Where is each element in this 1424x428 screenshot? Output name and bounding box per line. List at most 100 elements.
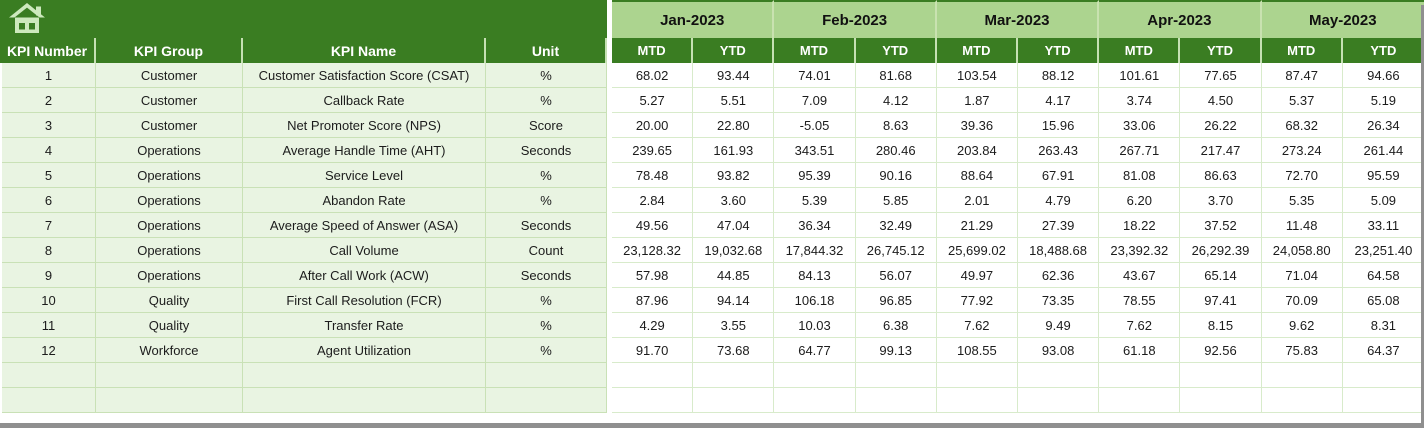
cell-may-ytd[interactable]: 5.19	[1342, 88, 1424, 113]
cell-jan-ytd[interactable]: 22.80	[693, 113, 775, 138]
cell-feb-mtd[interactable]: 5.39	[774, 188, 856, 213]
cell-kpi-name[interactable]: Average Handle Time (AHT)	[243, 138, 486, 163]
period-header-ytd[interactable]: YTD	[1180, 38, 1262, 63]
period-header-mtd[interactable]: MTD	[936, 38, 1018, 63]
cell-kpi-group[interactable]: Operations	[96, 238, 243, 263]
cell-jan-mtd[interactable]: 78.48	[612, 163, 694, 188]
cell-feb-ytd[interactable]: 99.13	[855, 338, 937, 363]
cell-feb-mtd[interactable]: 10.03	[774, 313, 856, 338]
cell-feb-ytd[interactable]: 26,745.12	[855, 238, 937, 263]
cell-may-mtd[interactable]: 24,058.80	[1261, 238, 1343, 263]
cell-kpi-group[interactable]: Operations	[96, 188, 243, 213]
cell-mar-mtd[interactable]: 77.92	[936, 288, 1018, 313]
cell-unit[interactable]: %	[486, 288, 607, 313]
cell-unit[interactable]: Seconds	[486, 263, 607, 288]
cell-kpi-number[interactable]: 4	[2, 138, 96, 163]
cell-may-ytd[interactable]: 26.34	[1342, 113, 1424, 138]
cell-kpi-name[interactable]	[243, 388, 486, 413]
cell-feb-mtd[interactable]: 74.01	[774, 63, 856, 88]
cell-may-ytd[interactable]: 33.11	[1342, 213, 1424, 238]
cell-mar-mtd[interactable]: 88.64	[936, 163, 1018, 188]
cell-unit[interactable]: Count	[486, 238, 607, 263]
cell-jan-mtd[interactable]: 4.29	[612, 313, 694, 338]
cell-mar-ytd[interactable]	[1017, 363, 1100, 388]
cell-apr-ytd[interactable]: 3.70	[1180, 188, 1262, 213]
cell-mar-mtd[interactable]: 21.29	[936, 213, 1018, 238]
cell-feb-ytd[interactable]: 280.46	[855, 138, 937, 163]
cell-unit[interactable]: %	[486, 163, 607, 188]
cell-may-mtd[interactable]: 72.70	[1261, 163, 1343, 188]
cell-feb-ytd[interactable]: 5.85	[855, 188, 937, 213]
cell-jan-ytd[interactable]: 3.60	[693, 188, 775, 213]
cell-apr-ytd[interactable]: 86.63	[1180, 163, 1262, 188]
cell-mar-mtd[interactable]	[936, 363, 1018, 388]
cell-feb-mtd[interactable]	[774, 388, 856, 413]
cell-kpi-group[interactable]: Operations	[96, 213, 243, 238]
cell-kpi-number[interactable]: 10	[2, 288, 96, 313]
cell-mar-ytd[interactable]: 62.36	[1017, 263, 1100, 288]
column-header-unit[interactable]: Unit	[486, 38, 607, 63]
cell-mar-mtd[interactable]: 7.62	[936, 313, 1018, 338]
cell-apr-ytd[interactable]: 26.22	[1180, 113, 1262, 138]
cell-kpi-group[interactable]: Quality	[96, 313, 243, 338]
cell-feb-mtd[interactable]: 7.09	[774, 88, 856, 113]
cell-may-ytd[interactable]: 64.37	[1342, 338, 1424, 363]
cell-unit[interactable]: Seconds	[486, 213, 607, 238]
cell-jan-ytd[interactable]: 93.82	[693, 163, 775, 188]
cell-kpi-name[interactable]: Net Promoter Score (NPS)	[243, 113, 486, 138]
period-header-ytd[interactable]: YTD	[855, 38, 937, 63]
cell-feb-mtd[interactable]: 84.13	[774, 263, 856, 288]
cell-kpi-number[interactable]: 1	[2, 63, 96, 88]
home-icon[interactable]	[9, 3, 45, 35]
cell-kpi-name[interactable]	[243, 363, 486, 388]
cell-feb-mtd[interactable]: 343.51	[774, 138, 856, 163]
cell-kpi-group[interactable]: Customer	[96, 63, 243, 88]
cell-jan-ytd[interactable]: 47.04	[693, 213, 775, 238]
cell-unit[interactable]	[486, 363, 607, 388]
cell-kpi-number[interactable]: 11	[2, 313, 96, 338]
cell-mar-mtd[interactable]: 39.36	[936, 113, 1018, 138]
cell-apr-ytd[interactable]: 8.15	[1180, 313, 1262, 338]
cell-apr-ytd[interactable]: 26,292.39	[1180, 238, 1262, 263]
cell-kpi-number[interactable]: 9	[2, 263, 96, 288]
cell-feb-ytd[interactable]: 81.68	[855, 63, 937, 88]
cell-feb-mtd[interactable]: 95.39	[774, 163, 856, 188]
cell-may-ytd[interactable]: 261.44	[1342, 138, 1424, 163]
period-header-mtd[interactable]: MTD	[612, 38, 694, 63]
cell-jan-mtd[interactable]: 68.02	[612, 63, 694, 88]
cell-apr-mtd[interactable]: 267.71	[1099, 138, 1181, 163]
cell-kpi-number[interactable]	[2, 363, 96, 388]
cell-apr-ytd[interactable]	[1180, 363, 1262, 388]
month-header-mar[interactable]: Mar-2023	[936, 0, 1100, 38]
cell-kpi-group[interactable]: Operations	[96, 163, 243, 188]
cell-apr-ytd[interactable]: 217.47	[1180, 138, 1262, 163]
cell-jan-ytd[interactable]: 93.44	[693, 63, 775, 88]
cell-feb-ytd[interactable]: 90.16	[855, 163, 937, 188]
cell-feb-mtd[interactable]	[774, 363, 856, 388]
cell-kpi-name[interactable]: Service Level	[243, 163, 486, 188]
cell-kpi-group[interactable]: Operations	[96, 263, 243, 288]
cell-jan-ytd[interactable]: 94.14	[693, 288, 775, 313]
cell-kpi-number[interactable]: 5	[2, 163, 96, 188]
period-header-mtd[interactable]: MTD	[1099, 38, 1181, 63]
cell-feb-ytd[interactable]	[855, 363, 937, 388]
cell-mar-mtd[interactable]: 25,699.02	[936, 238, 1018, 263]
cell-kpi-number[interactable]	[2, 388, 96, 413]
cell-apr-mtd[interactable]: 33.06	[1099, 113, 1181, 138]
month-header-jan[interactable]: Jan-2023	[612, 0, 775, 38]
cell-may-ytd[interactable]: 23,251.40	[1342, 238, 1424, 263]
cell-apr-mtd[interactable]: 78.55	[1099, 288, 1181, 313]
cell-apr-ytd[interactable]: 92.56	[1180, 338, 1262, 363]
cell-may-mtd[interactable]: 11.48	[1261, 213, 1343, 238]
cell-kpi-group[interactable]: Customer	[96, 88, 243, 113]
cell-jan-mtd[interactable]: 2.84	[612, 188, 694, 213]
cell-jan-mtd[interactable]: 91.70	[612, 338, 694, 363]
cell-may-mtd[interactable]: 5.35	[1261, 188, 1343, 213]
cell-kpi-name[interactable]: Call Volume	[243, 238, 486, 263]
cell-jan-mtd[interactable]: 23,128.32	[612, 238, 694, 263]
cell-feb-ytd[interactable]: 32.49	[855, 213, 937, 238]
cell-unit[interactable]: %	[486, 313, 607, 338]
cell-apr-mtd[interactable]: 81.08	[1099, 163, 1181, 188]
cell-kpi-number[interactable]: 8	[2, 238, 96, 263]
cell-may-ytd[interactable]: 8.31	[1342, 313, 1424, 338]
